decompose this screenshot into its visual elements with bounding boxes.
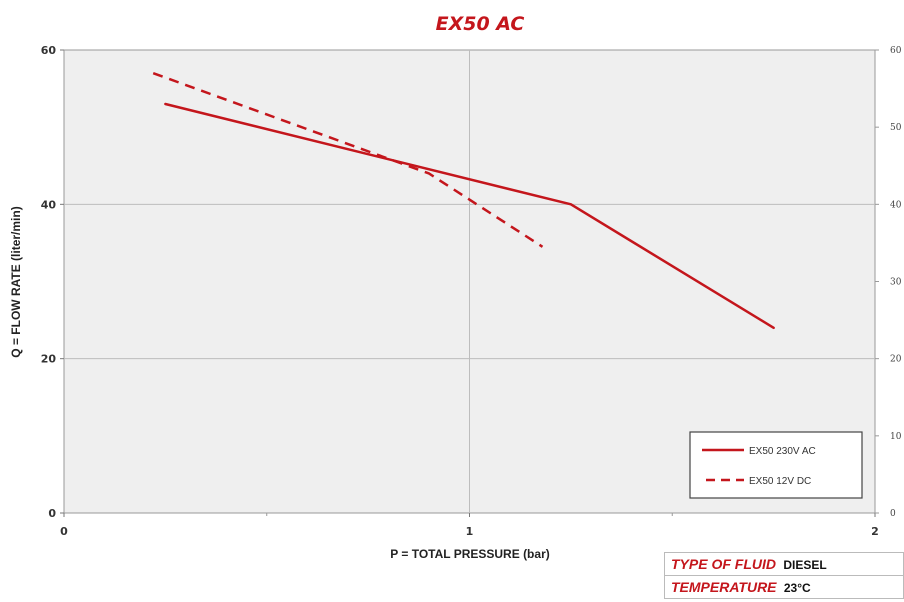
grid-lines xyxy=(64,50,875,513)
x-axis-label: P = TOTAL PRESSURE (bar) xyxy=(390,547,549,561)
right-y-tick-label: 20 xyxy=(890,355,902,365)
y-tick-label: 60 xyxy=(41,44,57,57)
right-y-tick-label: 60 xyxy=(890,46,902,56)
legend-box xyxy=(689,431,863,499)
series-line-230v-ac xyxy=(164,102,775,330)
info-row-fluid: TYPE OF FLUID DIESEL xyxy=(664,552,904,576)
x-tick-label: 1 xyxy=(466,525,474,538)
info-row-temperature: TEMPERATURE 23°C xyxy=(664,575,904,599)
x-tick-label: 0 xyxy=(60,525,68,538)
right-y-tick-label: 0 xyxy=(890,509,896,519)
temperature-value: 23°C xyxy=(783,581,811,595)
legend: EX50 230V AC EX50 12V DC xyxy=(689,431,863,499)
fluid-type-label: TYPE OF FLUID xyxy=(671,556,776,572)
legend-label-230v: EX50 230V AC xyxy=(749,446,816,457)
temperature-label: TEMPERATURE xyxy=(671,579,777,595)
fluid-type-value: DIESEL xyxy=(783,558,827,572)
legend-label-12v: EX50 12V DC xyxy=(749,476,811,487)
chart-title: EX50 AC xyxy=(436,13,525,35)
right-y-tick-label: 50 xyxy=(890,123,902,133)
right-y-tick-label: 30 xyxy=(890,278,902,288)
x-tick-label: 2 xyxy=(871,525,879,538)
series-group xyxy=(152,71,775,330)
y-tick-label: 20 xyxy=(41,353,57,366)
right-y-tick-label: 10 xyxy=(890,432,902,442)
series-line-12v-dc xyxy=(152,71,544,248)
y-axis-label: Q = FLOW RATE (liter/min) xyxy=(9,206,23,357)
fluid-info-table: TYPE OF FLUID DIESEL TEMPERATURE 23°C xyxy=(664,552,904,599)
y-tick-label: 40 xyxy=(41,198,57,211)
right-y-tick-label: 40 xyxy=(890,200,902,210)
y-tick-label: 0 xyxy=(48,507,56,520)
